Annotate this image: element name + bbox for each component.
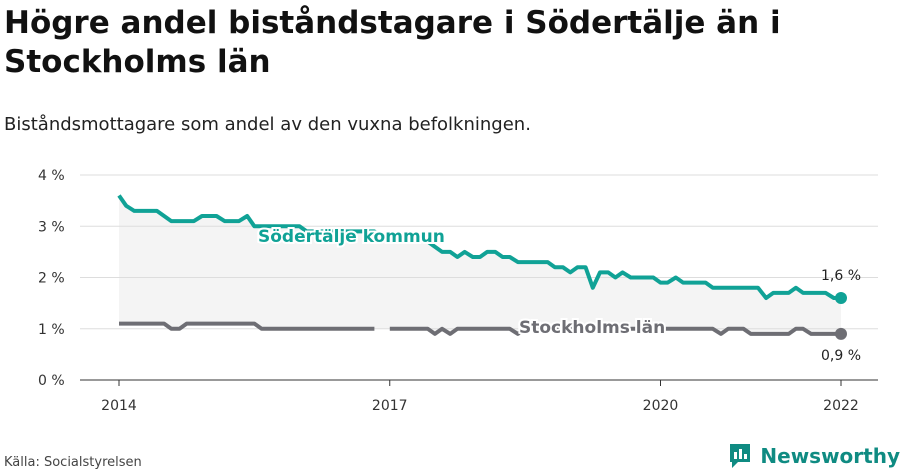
end-label-stockholm: 0,9 % — [821, 348, 861, 364]
x-tick-label: 2020 — [643, 398, 679, 414]
y-tick-label: 2 % — [38, 271, 65, 287]
end-point-stockholm — [835, 327, 847, 340]
y-axis: 0 % 1 % 2 % 3 % 4 % — [38, 168, 65, 389]
end-label-sodertalje: 1,6 % — [821, 268, 861, 284]
brand-logo: Newsworthy — [728, 442, 900, 470]
newsworthy-logo-icon — [730, 444, 751, 468]
chart-title: Högre andel biståndstagare i Södertälje … — [4, 5, 781, 80]
series-line-stockholm — [389, 326, 841, 336]
chart-subtitle: Biståndsmottagare som andel av den vuxna… — [4, 114, 531, 135]
end-point-sodertalje — [835, 292, 847, 304]
series-label-stockholm: Stockholms län — [519, 318, 665, 338]
y-tick-label: 3 % — [38, 219, 65, 235]
series-line-sodertalje — [117, 194, 841, 300]
series-line-stockholm — [119, 321, 375, 331]
source-note: Källa: Socialstyrelsen — [4, 455, 142, 470]
x-tick-label: 2017 — [372, 398, 408, 414]
line-chart: 0 % 1 % 2 % 3 % 4 % 2014 2017 2020 2022 Södertä… — [38, 168, 878, 414]
y-tick-label: 0 % — [38, 373, 65, 389]
x-axis: 2014 2017 2020 2022 — [101, 380, 859, 414]
series-labels: Södertälje kommun Stockholms län 1,6 % 0… — [256, 225, 861, 364]
brand-name: Newsworthy — [760, 444, 900, 468]
series-lines — [117, 194, 847, 340]
difference-band — [119, 195, 841, 334]
x-tick-label: 2022 — [823, 398, 859, 414]
x-tick-label: 2014 — [101, 398, 137, 414]
y-tick-label: 1 % — [38, 322, 65, 338]
y-tick-label: 4 % — [38, 168, 65, 184]
series-label-sodertalje: Södertälje kommun — [258, 227, 445, 247]
